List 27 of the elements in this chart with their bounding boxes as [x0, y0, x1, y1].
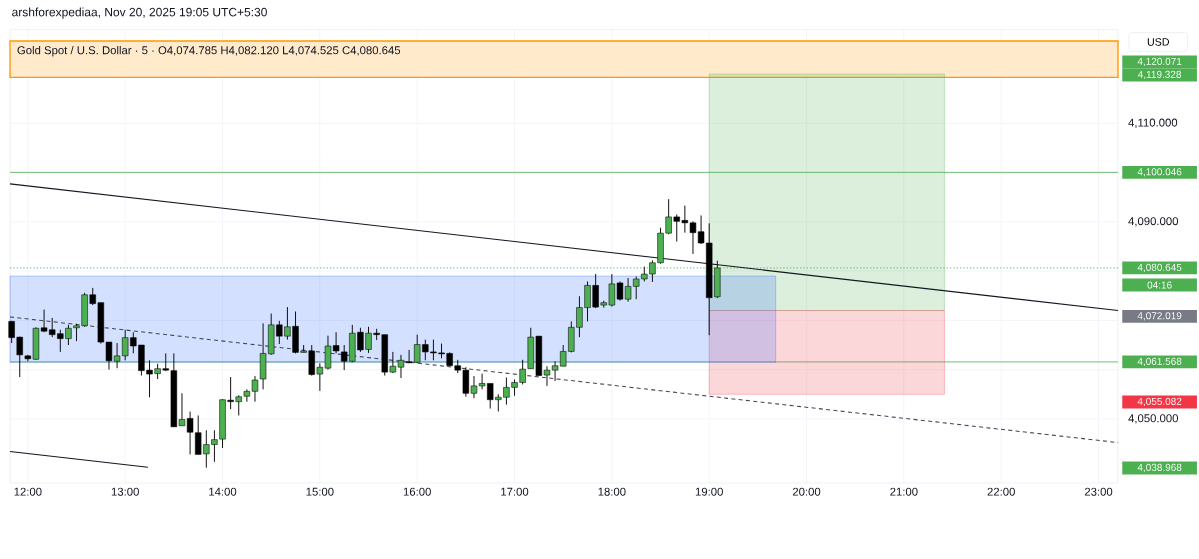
chart-title: arshforexpediaa, Nov 20, 2025 19:05 UTC+5:30: [12, 7, 267, 19]
text: 4,055.082: [1137, 397, 1182, 407]
x-tick-label: 20:00: [792, 487, 821, 496]
x-tick-label: 17:00: [501, 487, 529, 496]
ref-line-label: 4,080.645: [1137, 263, 1182, 273]
text: 4,120.071: [1137, 57, 1182, 67]
ref-line-label: 4,061.568: [1137, 357, 1182, 367]
x-tick-label: 16:00: [403, 487, 431, 496]
text: 4,119.328: [1137, 70, 1182, 80]
y-tick-label: 4,110.000: [1128, 118, 1178, 128]
ref-line-label: 4,100.046: [1137, 168, 1182, 177]
x-tick-label: 21:00: [890, 487, 918, 496]
x-tick-label: 13:00: [111, 487, 139, 496]
text: Gold Spot / U.S. Dollar · 5 · O4,074.785 H4,082.120 L4,074.525 C4,080.645: [17, 45, 401, 57]
x-tick-label: 15:00: [306, 487, 334, 496]
x-tick-label: 22:00: [987, 487, 1015, 496]
x-tick-label: 12:00: [14, 487, 42, 496]
x-tick-label: 18:00: [598, 487, 626, 496]
y-tick-label: 4,050.000: [1128, 414, 1179, 424]
text: 04:16: [1147, 281, 1172, 289]
y-tick-label: 4,090.000: [1128, 217, 1179, 227]
x-tick-label: 14:00: [209, 487, 237, 496]
x-tick-label: 23:00: [1084, 487, 1113, 496]
y-axis-title: USD: [1147, 38, 1170, 46]
text: 4,072.019: [1137, 312, 1182, 321]
text: 4,038.968: [1137, 463, 1182, 473]
x-tick-label: 19:00: [695, 487, 723, 496]
